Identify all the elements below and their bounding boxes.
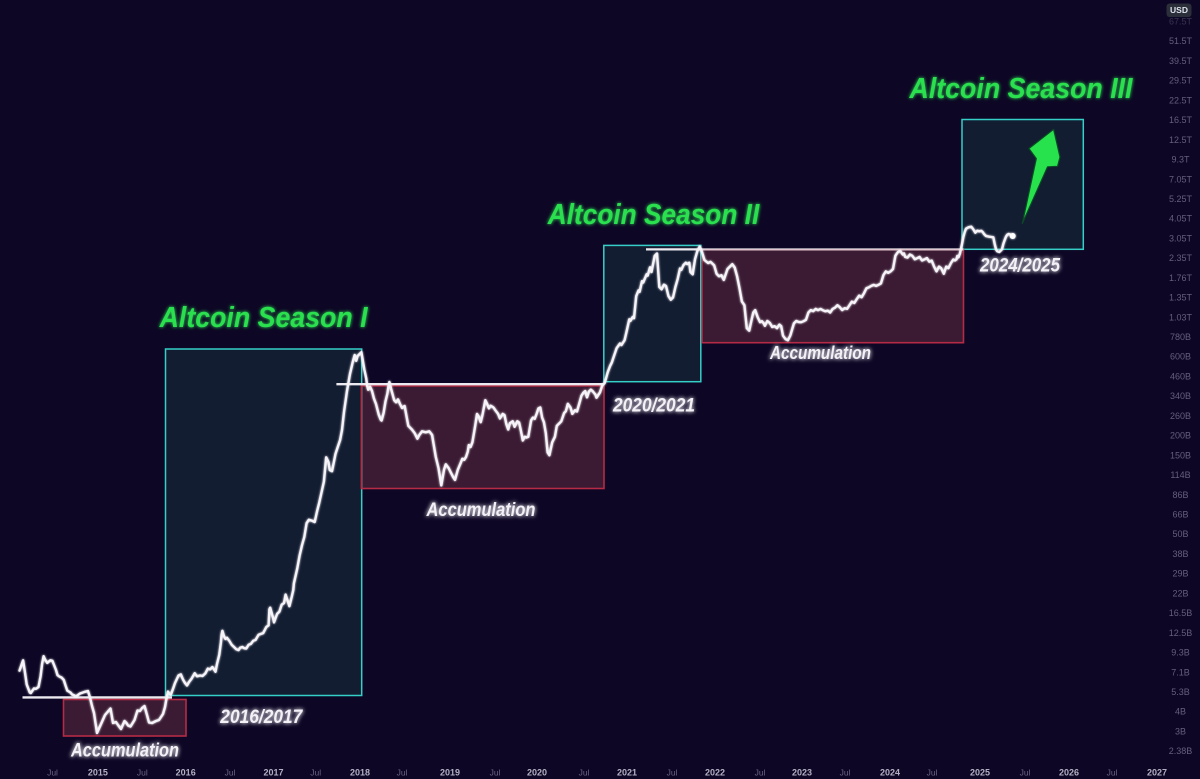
svg-text:66B: 66B [1172,510,1188,520]
svg-text:USD: USD [1170,5,1188,15]
svg-text:86B: 86B [1172,490,1188,500]
svg-text:Jul: Jul [927,768,938,778]
svg-text:29.5T: 29.5T [1169,76,1193,86]
svg-text:Jul: Jul [840,768,851,778]
svg-text:Jul: Jul [1020,768,1031,778]
svg-text:29B: 29B [1172,569,1188,579]
svg-text:2.38B: 2.38B [1169,746,1193,756]
svg-text:Accumulation: Accumulation [769,342,871,363]
svg-text:200B: 200B [1170,431,1191,441]
svg-text:Jul: Jul [579,768,590,778]
svg-text:2015: 2015 [88,768,108,778]
svg-text:780B: 780B [1170,332,1191,342]
svg-text:2.35T: 2.35T [1169,253,1193,263]
svg-text:3B: 3B [1175,726,1186,736]
svg-text:2018: 2018 [350,768,370,778]
svg-text:Jul: Jul [225,768,236,778]
svg-text:22.5T: 22.5T [1169,95,1193,105]
svg-text:2016/2017: 2016/2017 [219,706,303,728]
svg-text:9.3T: 9.3T [1171,155,1190,165]
svg-text:38B: 38B [1172,549,1188,559]
svg-text:2027: 2027 [1147,768,1167,778]
svg-text:22B: 22B [1172,588,1188,598]
svg-text:12.5B: 12.5B [1169,628,1193,638]
svg-text:1.76T: 1.76T [1169,273,1193,283]
svg-text:2025: 2025 [970,768,990,778]
svg-text:Jul: Jul [667,768,678,778]
svg-text:7.1B: 7.1B [1171,667,1190,677]
svg-text:Accumulation: Accumulation [426,499,536,521]
svg-text:1.03T: 1.03T [1169,312,1193,322]
svg-text:3.05T: 3.05T [1169,233,1193,243]
svg-text:260B: 260B [1170,411,1191,421]
svg-text:2021: 2021 [617,768,637,778]
svg-text:9.3B: 9.3B [1171,648,1190,658]
svg-text:2020/2021: 2020/2021 [612,395,695,417]
svg-text:50B: 50B [1172,529,1188,539]
svg-text:Jul: Jul [490,768,501,778]
svg-text:460B: 460B [1170,372,1191,382]
svg-text:2026: 2026 [1059,768,1079,778]
svg-text:600B: 600B [1170,352,1191,362]
svg-text:7.05T: 7.05T [1169,174,1193,184]
svg-text:2016: 2016 [176,768,196,778]
svg-text:2023: 2023 [792,768,812,778]
svg-text:Altcoin Season II: Altcoin Season II [547,199,760,231]
svg-text:39.5T: 39.5T [1169,56,1193,66]
svg-text:Jul: Jul [755,768,766,778]
svg-text:2020: 2020 [527,768,547,778]
svg-text:16.5B: 16.5B [1169,608,1193,618]
svg-text:Altcoin Season III: Altcoin Season III [909,73,1134,105]
svg-text:5.3B: 5.3B [1171,687,1190,697]
svg-text:16.5T: 16.5T [1169,115,1193,125]
svg-text:4B: 4B [1175,707,1186,717]
svg-text:114B: 114B [1170,470,1190,480]
svg-text:Jul: Jul [47,768,58,778]
svg-text:2022: 2022 [705,768,725,778]
svg-text:2024/2025: 2024/2025 [979,255,1061,277]
svg-text:51.5T: 51.5T [1169,36,1193,46]
svg-text:5.25T: 5.25T [1169,194,1193,204]
svg-text:Jul: Jul [310,768,321,778]
svg-text:Jul: Jul [137,768,148,778]
svg-text:Accumulation: Accumulation [70,740,179,762]
svg-text:2024: 2024 [880,768,900,778]
svg-text:4.05T: 4.05T [1169,214,1193,224]
svg-text:2019: 2019 [440,768,460,778]
svg-text:12.5T: 12.5T [1169,135,1193,145]
svg-text:340B: 340B [1170,391,1191,401]
svg-text:67.5T: 67.5T [1169,17,1193,27]
svg-text:Jul: Jul [397,768,408,778]
svg-text:1.35T: 1.35T [1169,293,1193,303]
svg-text:Altcoin Season I: Altcoin Season I [159,302,369,334]
svg-text:2017: 2017 [263,768,283,778]
svg-text:150B: 150B [1170,450,1191,460]
svg-text:Jul: Jul [1107,768,1118,778]
